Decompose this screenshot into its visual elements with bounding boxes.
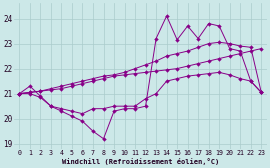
X-axis label: Windchill (Refroidissement éolien,°C): Windchill (Refroidissement éolien,°C)	[62, 158, 219, 164]
